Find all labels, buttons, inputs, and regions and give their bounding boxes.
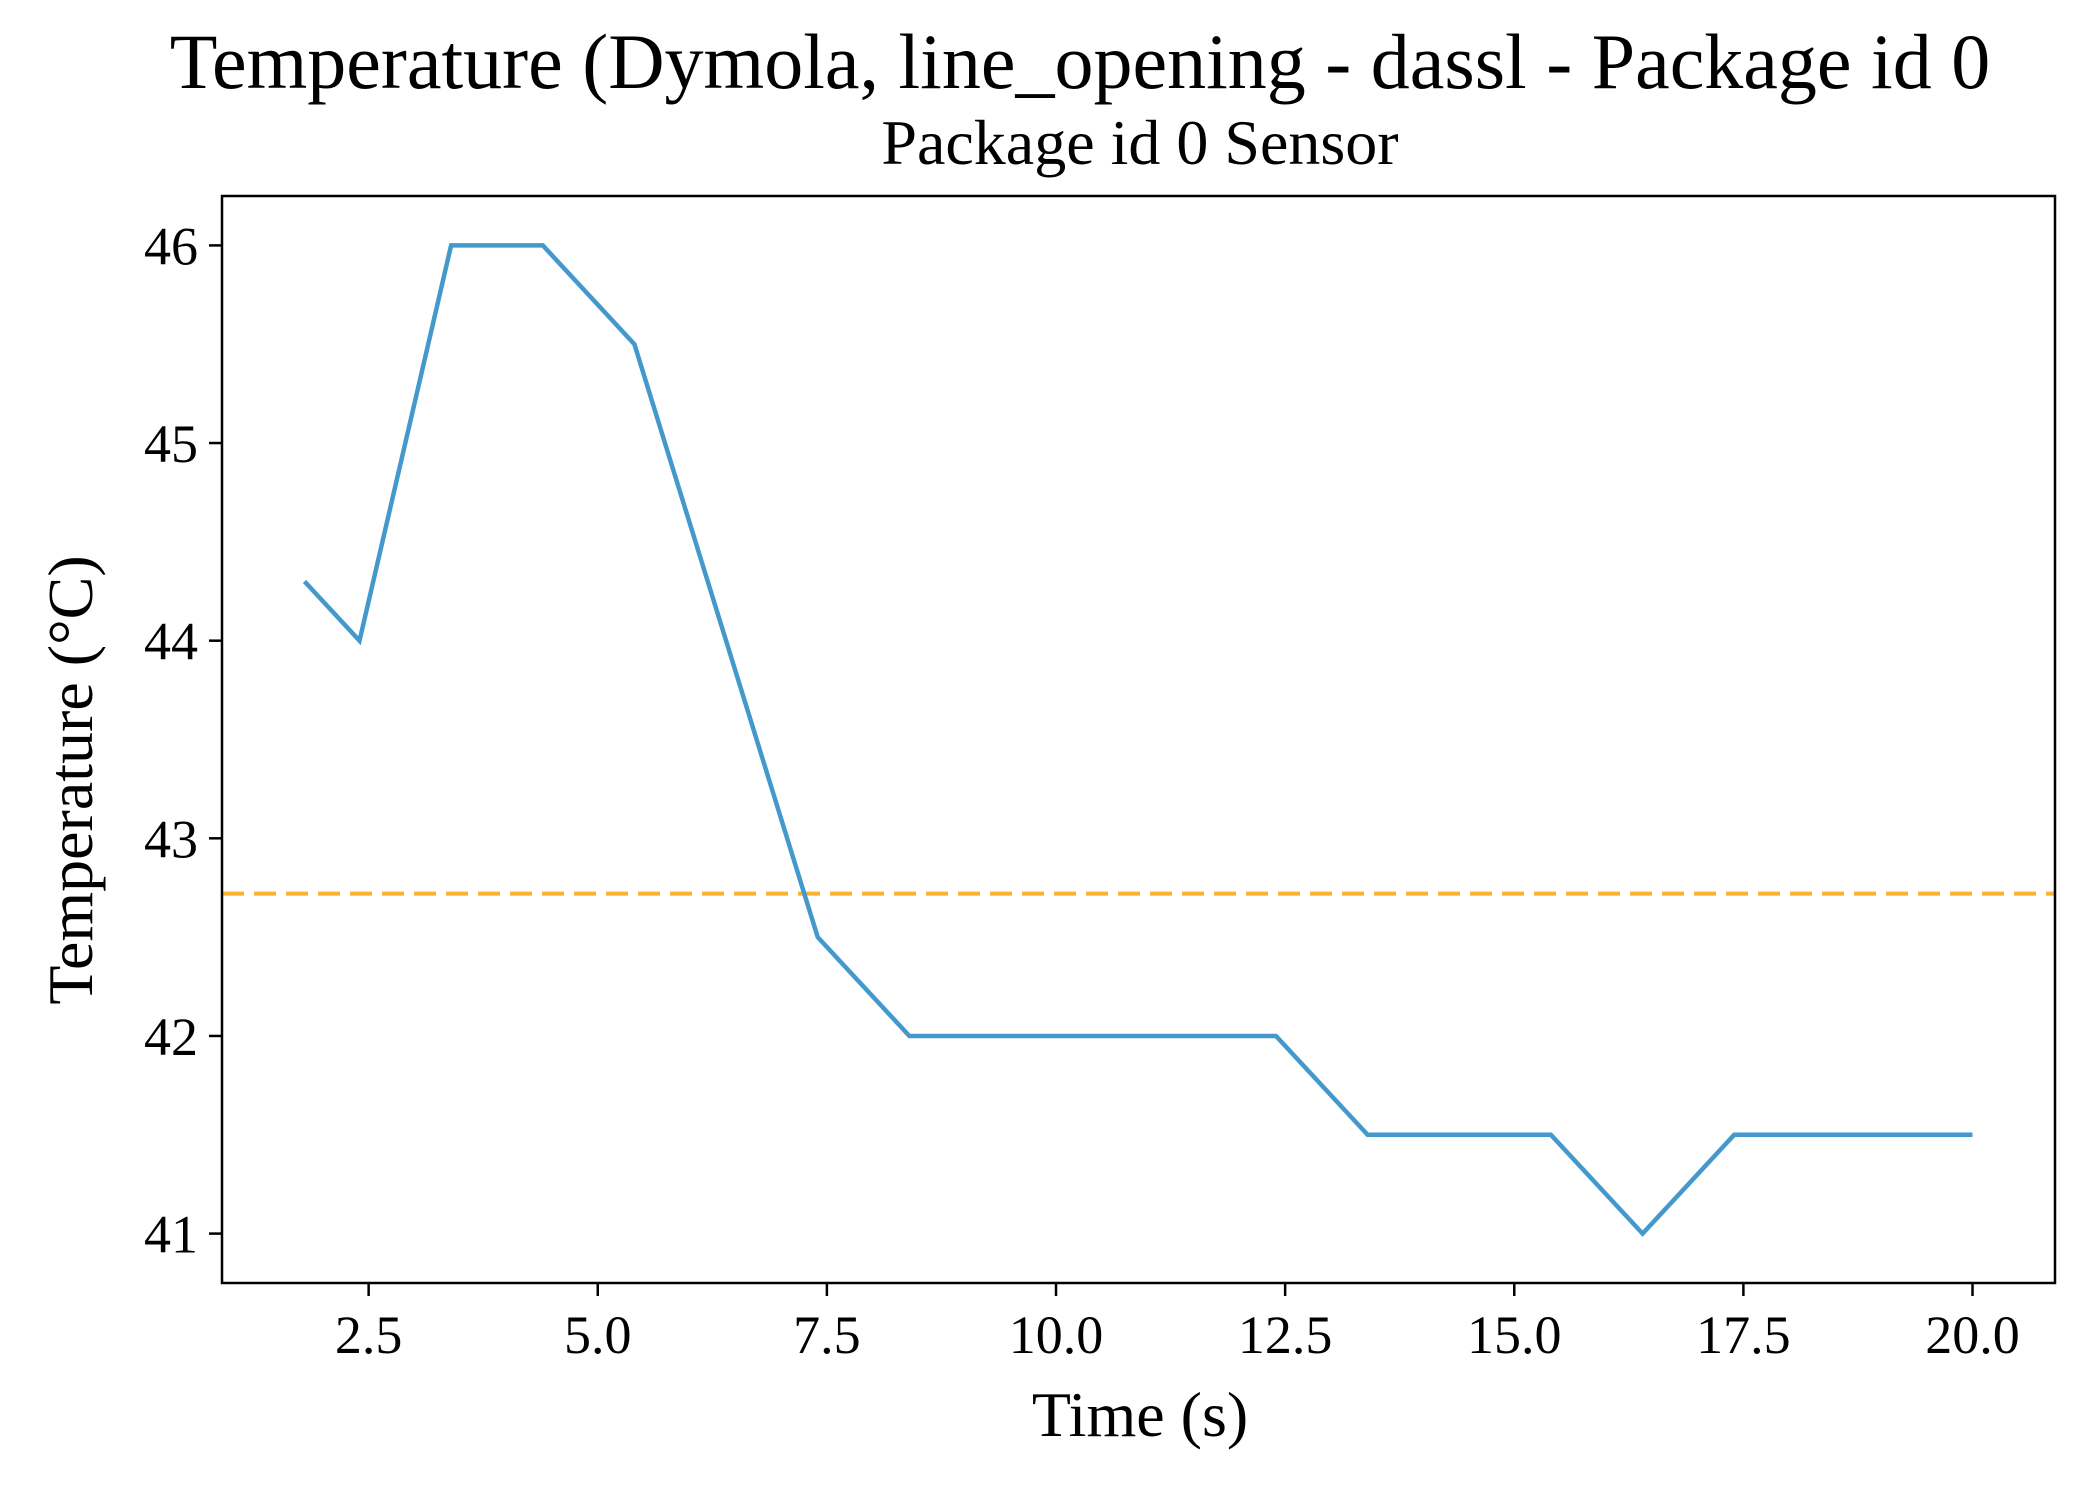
y-axis-label: Temperature (°C) [35, 555, 106, 1004]
plot-area [222, 245, 2055, 1233]
y-tick-label: 45 [144, 414, 198, 474]
x-axis: 2.5 5.0 7.5 10.0 12.5 15.0 17.5 20.0 [335, 1283, 2020, 1365]
x-tick-label: 5.0 [564, 1305, 632, 1365]
y-axis: 41 42 43 44 45 46 [144, 216, 222, 1264]
chart-subtitle: Package id 0 Sensor [881, 107, 1398, 178]
chart-title: Temperature (Dymola, line_opening - dass… [170, 18, 1990, 105]
y-tick-label: 42 [144, 1007, 198, 1067]
x-tick-label: 20.0 [1925, 1305, 2020, 1365]
series-line [305, 245, 1973, 1233]
x-tick-label: 10.0 [1009, 1305, 1104, 1365]
x-tick-label: 2.5 [335, 1305, 403, 1365]
x-tick-label: 15.0 [1467, 1305, 1562, 1365]
y-tick-label: 46 [144, 216, 198, 276]
x-tick-label: 7.5 [793, 1305, 861, 1365]
x-tick-label: 12.5 [1238, 1305, 1333, 1365]
x-tick-label: 17.5 [1696, 1305, 1791, 1365]
plot-frame [222, 196, 2055, 1283]
y-tick-label: 44 [144, 612, 198, 672]
y-tick-label: 43 [144, 809, 198, 869]
y-tick-label: 41 [144, 1205, 198, 1265]
x-axis-label: Time (s) [1032, 1379, 1248, 1450]
